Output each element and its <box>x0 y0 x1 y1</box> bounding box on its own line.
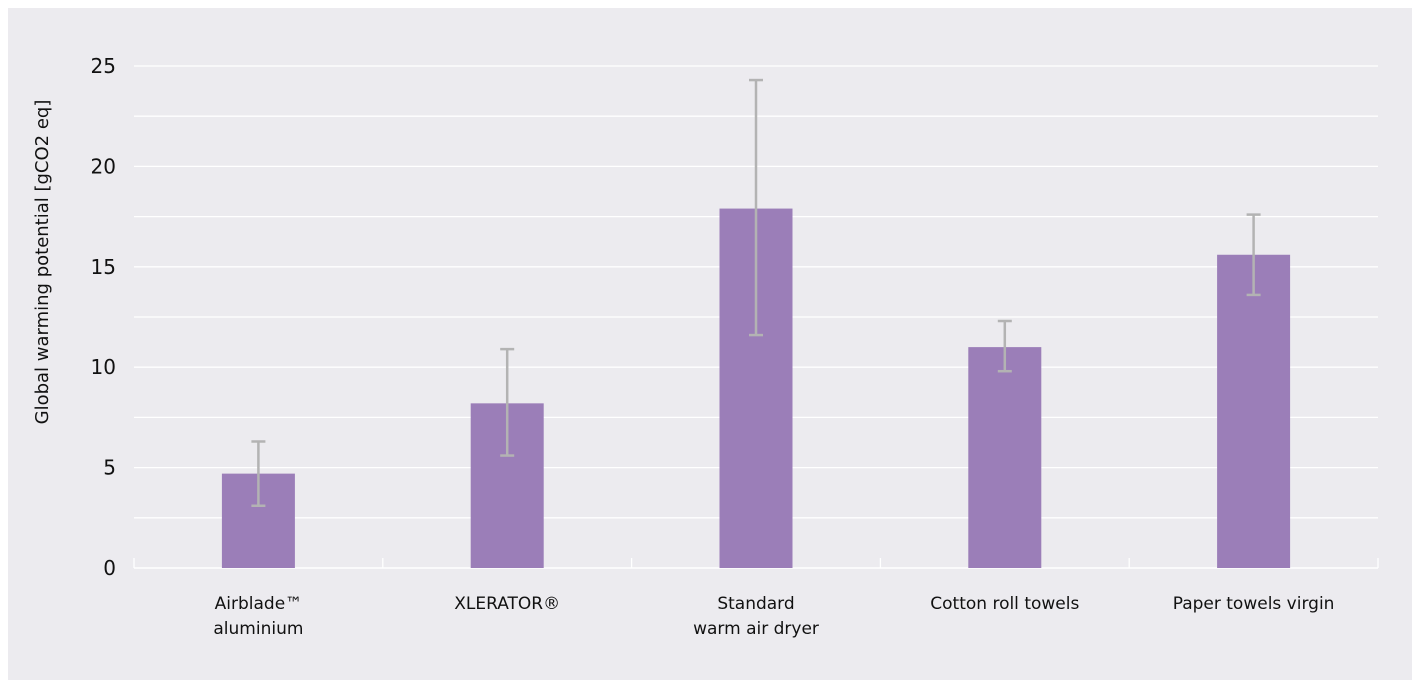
x-tick-label-line: Standard <box>717 594 794 614</box>
chart-panel: 0 5 10 15 20 25 Airblade™ aluminium XLERATOR® St… <box>8 8 1412 680</box>
bar-chart: 0 5 10 15 20 25 Airblade™ aluminium XLERATOR® St… <box>32 54 1379 639</box>
x-tick-labels: Airblade™ aluminium XLERATOR® Standard warm … <box>213 594 1334 639</box>
y-tick-label: 10 <box>91 355 116 379</box>
error-bar <box>500 347 515 457</box>
error-bar <box>251 440 266 508</box>
y-tick-label: 25 <box>91 54 116 78</box>
y-tick-labels: 0 5 10 15 20 25 <box>91 54 116 580</box>
error-bars <box>251 78 1261 508</box>
y-tick-label: 15 <box>91 255 116 279</box>
y-tick-label: 0 <box>103 556 116 580</box>
y-tick-label: 5 <box>103 456 116 480</box>
error-bar <box>997 319 1012 373</box>
y-tick-label: 20 <box>91 154 116 178</box>
x-tick-label-line: XLERATOR® <box>454 594 560 614</box>
x-tick-label: Standard warm air dryer <box>693 594 819 639</box>
x-tick-label: Paper towels virgin <box>1173 594 1335 614</box>
x-tick-label: Cotton roll towels <box>930 594 1079 614</box>
bar <box>1217 254 1291 568</box>
x-tick-label-line: Airblade™ <box>215 594 303 614</box>
error-bar <box>749 78 763 337</box>
x-tick-label-line: aluminium <box>213 619 303 639</box>
x-tick-label-line: Cotton roll towels <box>930 594 1079 614</box>
error-bar <box>1246 213 1261 297</box>
bars <box>221 208 1291 568</box>
x-tick-label-line: warm air dryer <box>693 619 819 639</box>
y-axis-title: Global warming potential [gCO2 eq] <box>32 100 53 425</box>
x-tick-label: Airblade™ aluminium <box>213 594 303 639</box>
x-tick-label: XLERATOR® <box>454 594 560 614</box>
bar <box>968 347 1042 568</box>
x-tick-label-line: Paper towels virgin <box>1173 594 1335 614</box>
